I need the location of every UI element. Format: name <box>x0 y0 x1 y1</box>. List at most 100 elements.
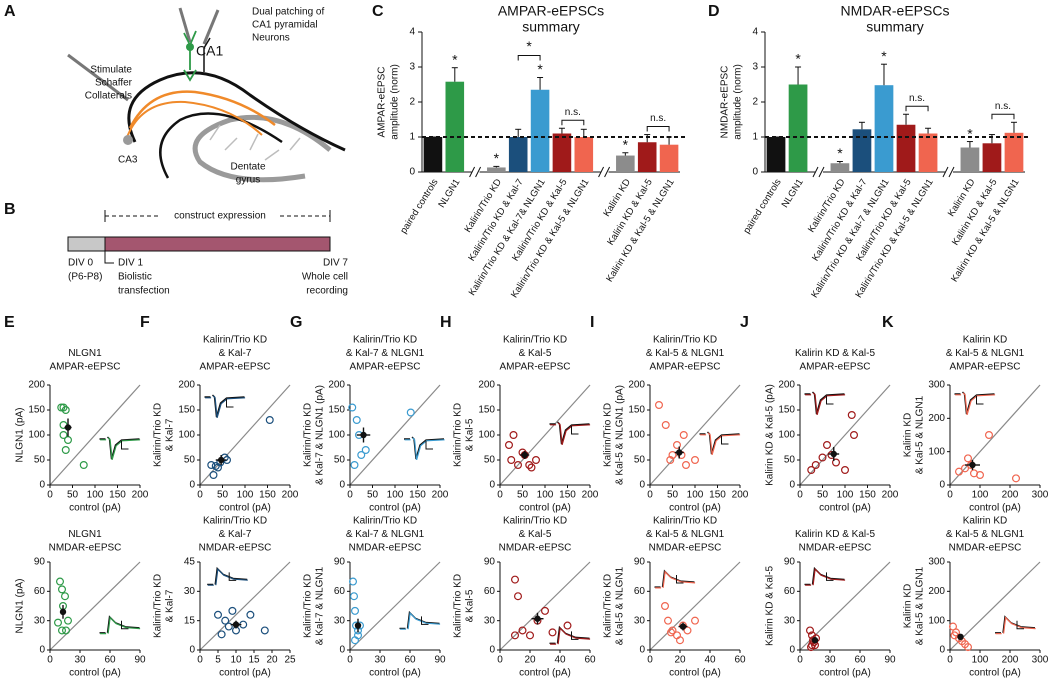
annotation: Collaterals <box>85 91 132 102</box>
panel-measure: NMDAR-eEPSC <box>49 543 122 554</box>
significance-star: * <box>795 51 801 67</box>
data-point <box>675 636 684 645</box>
x-axis-label: control (pA) <box>519 668 571 679</box>
x-tick-label: 40 <box>554 655 566 666</box>
unity-line <box>949 384 1041 486</box>
x-tick-label: 50 <box>217 490 229 501</box>
significance-star: * <box>967 125 973 141</box>
recording-electrode <box>202 9 220 45</box>
annotation: Dentate <box>230 162 265 173</box>
data-point <box>690 456 699 465</box>
data-point <box>984 431 993 440</box>
data-point <box>1011 474 1020 483</box>
y-axis-label: Kalirin KD & Kal-5 <box>765 566 776 646</box>
x-tick-label: 200 <box>882 490 899 501</box>
panel-title: Kalirin KD & Kal-5 <box>795 348 875 359</box>
y-axis-label: Kalirin/Trio KD <box>453 574 464 638</box>
significance-bracket <box>517 55 541 61</box>
x-axis-label: control (pA) <box>219 503 271 514</box>
x-tick-label: 20 <box>674 655 686 666</box>
panel-title: & Kal-5 <box>519 348 552 359</box>
y-tick-label: 1 <box>752 132 758 143</box>
data-point <box>511 631 520 640</box>
x-tick-label: 0 <box>647 655 653 666</box>
y-axis-label: & Kal-7 & NLGN1 (pA) <box>315 385 326 485</box>
significance-star: * <box>623 136 629 152</box>
x-tick-label: 100 <box>387 490 404 501</box>
annotation: CA3 <box>118 155 138 166</box>
data-point <box>668 626 677 635</box>
y-axis-label: NMDAR-eEPSC <box>720 66 731 139</box>
y-axis-label: Kalirin/Trio KD <box>153 403 164 467</box>
y-tick-label: 30 <box>34 615 46 626</box>
scale-bar <box>121 620 129 630</box>
y-tick-label: 100 <box>328 430 345 441</box>
data-point <box>209 471 218 480</box>
x-tick-label: 50 <box>67 490 79 501</box>
bar <box>874 85 894 172</box>
x-tick-label: 20 <box>266 655 278 666</box>
x-tick-label: 150 <box>559 490 576 501</box>
significance-star: * <box>837 145 843 161</box>
y-tick-label: 0 <box>39 645 45 656</box>
panel-title: Kalirin/Trio KD <box>203 516 267 527</box>
y-tick-label: 0 <box>789 480 795 491</box>
scale-bar <box>425 441 433 450</box>
chart-title: NMDAR-eEPSCs <box>841 3 950 19</box>
x-tick-label: 50 <box>367 490 379 501</box>
data-point <box>348 403 357 412</box>
x-tick-label: 15 <box>248 655 260 666</box>
significance-bracket <box>991 113 1015 120</box>
schaffer-collaterals <box>125 100 263 141</box>
panel-label: K <box>882 314 894 331</box>
data-point <box>668 451 677 460</box>
y-tick-label: 200 <box>178 380 195 391</box>
x-tick-label: 0 <box>197 655 203 666</box>
y-tick-label: 200 <box>928 586 945 597</box>
panel-title: Kalirin/Trio KD <box>353 335 417 346</box>
mean-point <box>969 461 976 469</box>
data-point <box>805 626 814 635</box>
axis-break-gap <box>814 169 823 175</box>
trace-test <box>404 437 445 460</box>
data-point <box>217 630 226 639</box>
axis-break <box>598 166 611 178</box>
x-axis-label: control (pA) <box>669 668 721 679</box>
x-tick-label: 200 <box>432 490 449 501</box>
panel-title: NLGN1 <box>68 348 102 359</box>
x-axis-label: control (pA) <box>219 668 271 679</box>
data-point <box>55 577 64 586</box>
y-tick-label: 1 <box>409 132 415 143</box>
x-tick-label: 100 <box>537 490 554 501</box>
y-tick-label: 60 <box>34 586 46 597</box>
data-point <box>666 628 675 637</box>
panel-measure: NMDAR-eEPSC <box>499 543 572 554</box>
bar <box>445 81 465 172</box>
trace-test <box>805 567 846 586</box>
panel-title: NLGN1 <box>68 529 102 540</box>
scale-bar <box>226 399 234 408</box>
data-point <box>663 616 672 625</box>
x-tick-label: 150 <box>709 490 726 501</box>
data-point <box>527 463 536 472</box>
chart-title: AMPAR-eEPSCs <box>498 3 604 19</box>
x-tick-label: 100 <box>687 490 704 501</box>
y-axis-label: & Kal-5 & NLGN1 (pA) <box>615 385 626 485</box>
y-axis-label: NLGN1 (pA) <box>15 407 26 462</box>
mean-point <box>676 449 683 456</box>
data-point <box>818 453 827 462</box>
y-tick-label: 200 <box>478 380 495 391</box>
trace-test <box>100 616 141 635</box>
bar <box>788 84 808 172</box>
y-axis-label: Kalirin/Trio KD <box>603 403 614 467</box>
trace-test <box>207 567 248 586</box>
timeline-label: recording <box>306 286 348 297</box>
x-tick-label: 150 <box>859 490 876 501</box>
panel-measure: AMPAR-eEPSC <box>350 362 421 373</box>
data-point <box>681 461 690 470</box>
y-axis-label: & Kal-7 <box>165 418 176 451</box>
data-point <box>57 585 66 594</box>
timeline-label: DIV 7 <box>323 258 348 269</box>
data-point <box>666 456 675 465</box>
panel-title: Kalirin/Trio KD <box>503 335 567 346</box>
